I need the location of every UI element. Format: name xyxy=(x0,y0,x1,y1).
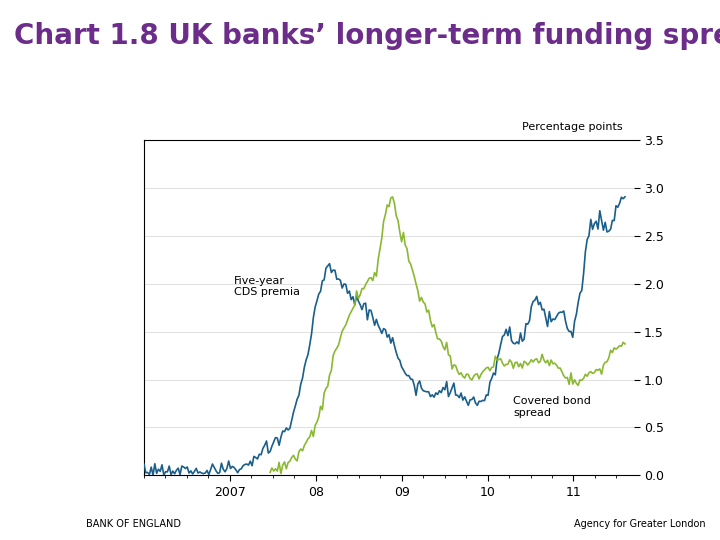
Text: Five-year
CDS premia: Five-year CDS premia xyxy=(234,276,300,298)
Text: Covered bond
spread: Covered bond spread xyxy=(513,396,591,418)
Text: Chart 1.8 UK banks’ longer-term funding spreads: Chart 1.8 UK banks’ longer-term funding … xyxy=(14,22,720,50)
Text: Agency for Greater London: Agency for Greater London xyxy=(574,519,706,529)
Text: BANK OF ENGLAND: BANK OF ENGLAND xyxy=(86,519,181,529)
Text: August Report: August Report xyxy=(0,539,1,540)
Text: Percentage points: Percentage points xyxy=(522,122,623,132)
